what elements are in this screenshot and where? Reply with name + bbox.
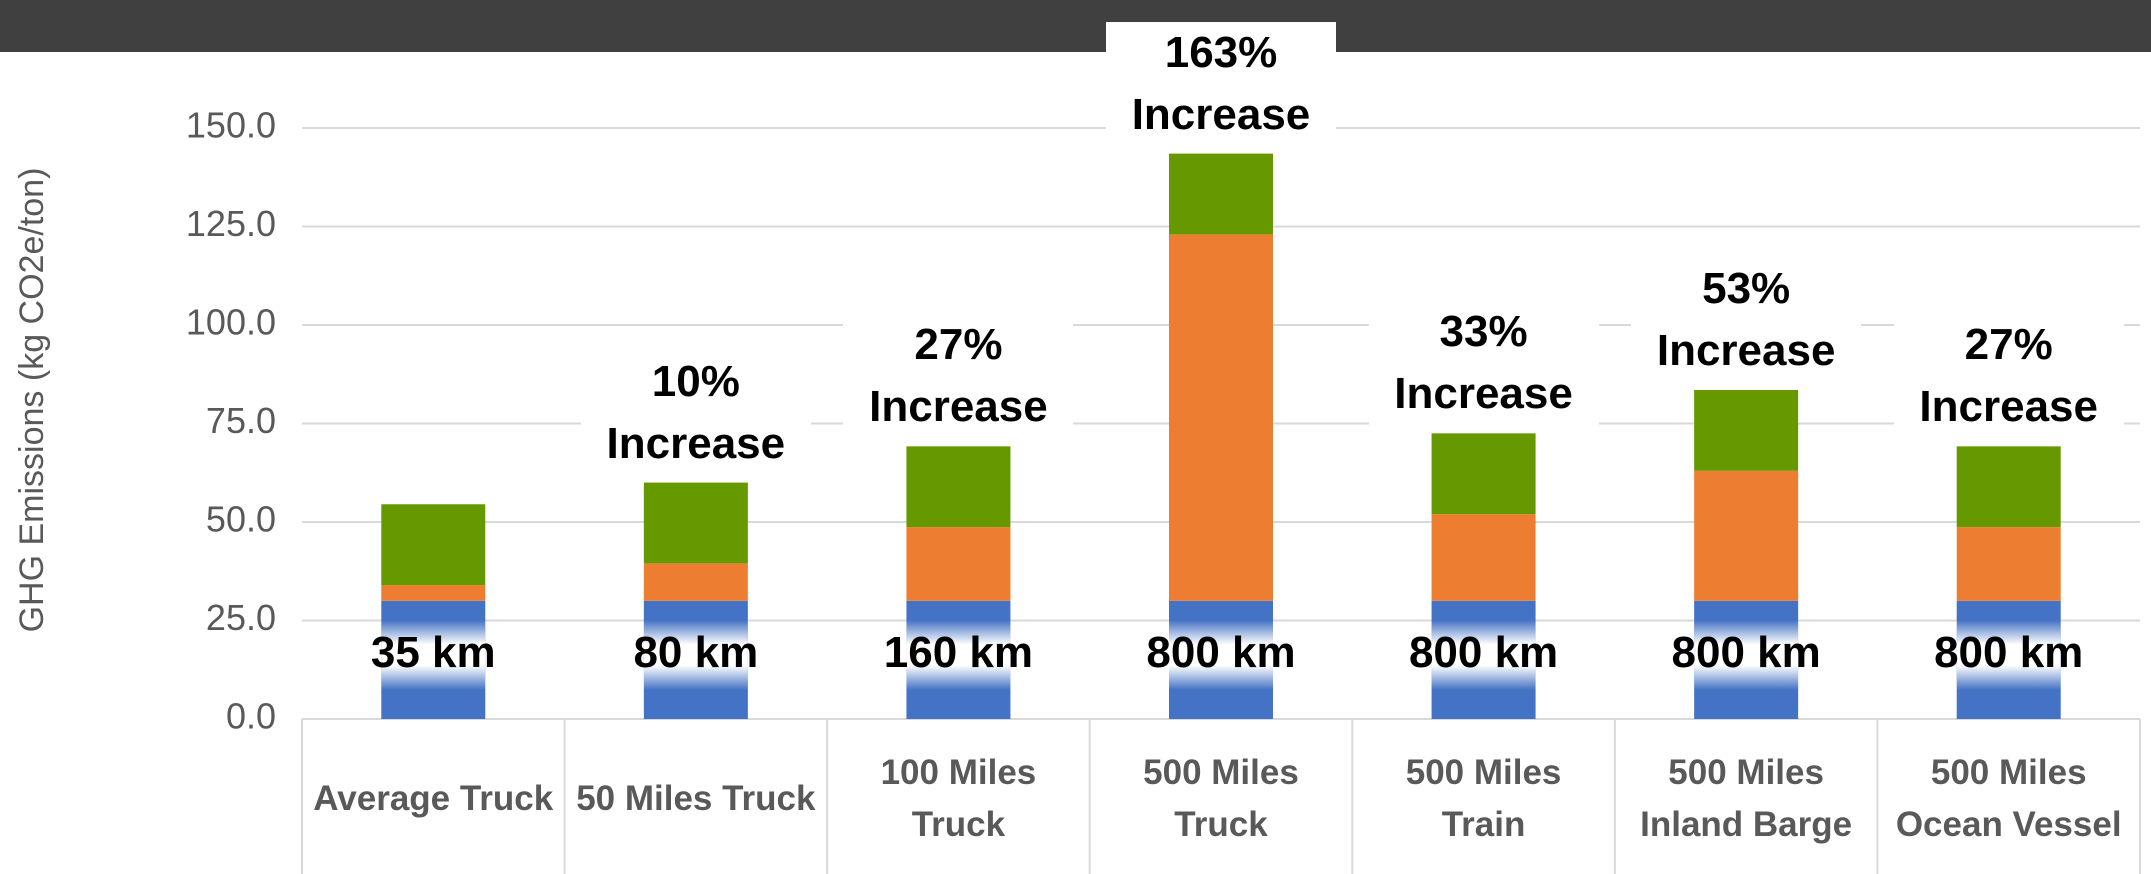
annotation: 27% Increase: [843, 314, 1074, 439]
distance-label: 35 km: [370, 628, 496, 677]
y-tick-label: 75.0: [206, 400, 276, 441]
bar-segment: [643, 563, 748, 601]
annotation: 33% Increase: [1368, 301, 1599, 426]
x-tick-label: 50 Miles Truck: [576, 778, 816, 818]
x-tick-label: 100 Miles Truck: [880, 752, 1037, 844]
bar-segment: [1169, 153, 1273, 235]
bar-segment: [906, 527, 1011, 601]
y-tick-label: 0.0: [226, 696, 276, 737]
distance-label: 800 km: [1146, 628, 1296, 677]
bar-segment: [1431, 514, 1536, 601]
bar-segment: [1956, 527, 2061, 601]
distance-label: 800 km: [1408, 628, 1559, 677]
annotation: 163% Increase: [1106, 21, 1336, 146]
bar-segment: [643, 482, 748, 564]
y-tick-label: 125.0: [186, 203, 276, 244]
y-tick-label: 150.0: [186, 105, 276, 146]
x-tick-label: 500 Miles Ocean Vessel: [1895, 752, 2122, 844]
label-fade: [1169, 620, 1273, 690]
distance-label: 160 km: [883, 628, 1034, 677]
bar-segment: [1956, 446, 2061, 528]
x-tick-label: 500 Miles Inland Barge: [1640, 752, 1853, 844]
label-fade: [1431, 620, 1536, 690]
bar-segment: [1169, 234, 1273, 601]
x-tick-label: 500 Miles Train: [1405, 752, 1562, 844]
x-tick-label: Average Truck: [313, 778, 554, 818]
y-tick-label: 50.0: [206, 499, 276, 540]
annotation: 53% Increase: [1631, 258, 1862, 383]
bar-segment: [381, 504, 486, 586]
label-fade: [643, 620, 748, 690]
x-tick-label: 500 Miles Truck: [1143, 752, 1299, 844]
bar-segment: [381, 585, 486, 601]
label-fade: [381, 620, 486, 690]
label-fade: [1956, 620, 2061, 690]
y-tick-label: 25.0: [206, 597, 276, 638]
label-fade: [1694, 620, 1799, 690]
bar-segment: [906, 446, 1011, 528]
distance-label: 80 km: [633, 628, 759, 677]
annotation: 27% Increase: [1893, 314, 2124, 439]
bar-segment: [1694, 470, 1799, 601]
distance-label: 800 km: [1671, 628, 1821, 677]
distance-label: 800 km: [1934, 628, 2084, 677]
bar-segment: [1431, 433, 1536, 515]
annotation: 10% Increase: [580, 350, 811, 475]
y-axis-label: GHG Emissions (kg CO2e/ton): [13, 168, 51, 633]
label-fade: [906, 620, 1011, 690]
top-band: [0, 0, 2151, 52]
bar-segment: [1694, 390, 1799, 471]
y-tick-label: 100.0: [186, 302, 276, 343]
